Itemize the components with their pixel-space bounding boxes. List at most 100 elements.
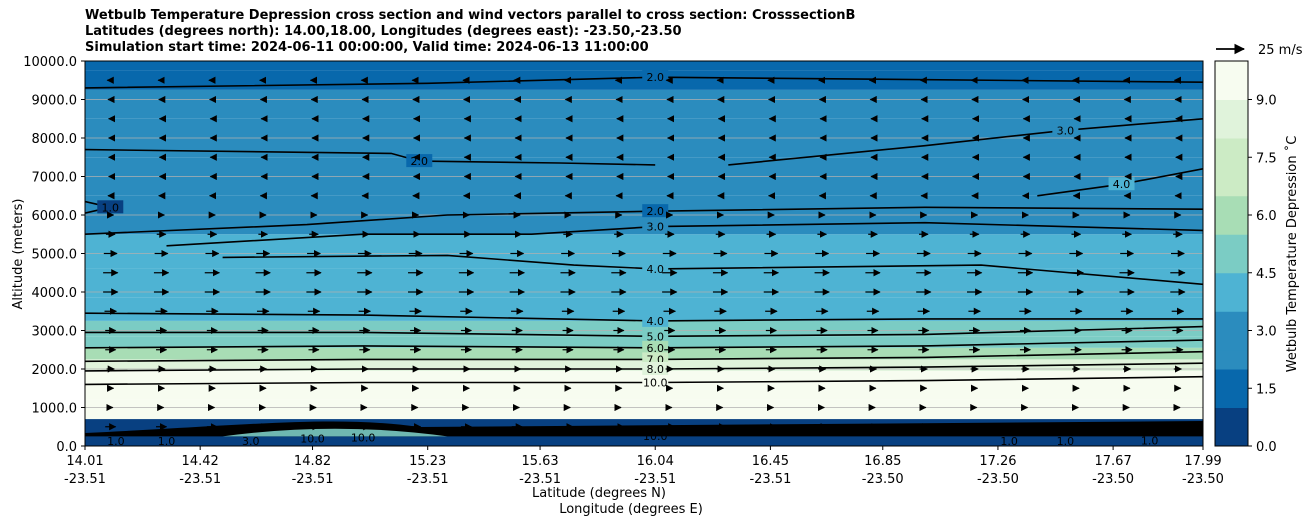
colorbar-tick-label: 1.5 bbox=[1256, 382, 1277, 397]
colorbar-segment bbox=[1215, 215, 1248, 235]
x-tick-label-latitude: 15.23 bbox=[409, 454, 446, 469]
x-tick-label-longitude: -23.50 bbox=[1092, 472, 1134, 487]
contour-label: 2.0 bbox=[411, 155, 429, 168]
x-tick-label-longitude: -23.50 bbox=[1182, 472, 1224, 487]
y-tick-label: 0.0 bbox=[56, 440, 77, 455]
contour-label-bg bbox=[642, 375, 669, 389]
colorbar-segment bbox=[1215, 292, 1248, 312]
x-axis: 14.01 -23.51 14.42 -23.51 14.82 -23.51 15.23 -2… bbox=[64, 446, 1224, 487]
y-tick-label: 7000.0 bbox=[32, 171, 78, 186]
x-tick-label-longitude: -23.51 bbox=[179, 472, 221, 487]
x-tick-label-latitude: 17.67 bbox=[1095, 454, 1132, 469]
colorbar-segment bbox=[1215, 118, 1248, 139]
x-tick-label-latitude: 16.85 bbox=[864, 454, 901, 469]
x-tick-label-latitude: 17.99 bbox=[1184, 454, 1221, 469]
colorbar-segment bbox=[1215, 195, 1248, 216]
contour-label: 4.0 bbox=[1113, 178, 1131, 191]
wind-key: 25 m/s bbox=[1216, 43, 1303, 58]
colorbar-segment bbox=[1215, 311, 1248, 331]
x-tick-label-longitude: -23.50 bbox=[977, 472, 1019, 487]
x-tick-label-longitude: -23.51 bbox=[407, 472, 449, 487]
colorbar-tick-label: 0.0 bbox=[1256, 440, 1277, 455]
surface-contour-label: 10.0 bbox=[351, 431, 376, 444]
contour-label: 4.0 bbox=[646, 315, 664, 328]
colorbar: 0.0 1.5 3.0 4.5 6.0 7.5 9.0 bbox=[1214, 60, 1277, 455]
colorbar-segment bbox=[1215, 349, 1248, 370]
contour-label-bg bbox=[642, 261, 669, 275]
depression-band bbox=[85, 434, 1203, 446]
depression-band bbox=[85, 61, 1203, 71]
contour-label: 5.0 bbox=[646, 330, 664, 343]
contour-label-bg bbox=[642, 340, 669, 354]
contour-label: 3.0 bbox=[646, 221, 664, 234]
surface-pocket bbox=[222, 428, 448, 437]
colorbar-segment bbox=[1215, 330, 1248, 351]
colorbar-tick-label: 3.0 bbox=[1256, 325, 1277, 340]
contour-label-bg bbox=[1052, 123, 1079, 137]
x-tick-label-longitude: -23.51 bbox=[634, 472, 676, 487]
contour-label: 2.0 bbox=[646, 205, 664, 218]
colorbar-segment bbox=[1215, 80, 1248, 100]
x-tick-label-longitude: -23.51 bbox=[749, 472, 791, 487]
y-tick-label: 1000.0 bbox=[32, 402, 78, 417]
chart-title-line-3: Simulation start time: 2024-06-11 00:00:… bbox=[85, 40, 649, 55]
x-tick-label-latitude: 16.04 bbox=[637, 454, 674, 469]
x-tick-label-longitude: -23.50 bbox=[862, 472, 904, 487]
surface-contour-label: 1.0 bbox=[158, 435, 176, 448]
contour-label-bg bbox=[642, 329, 669, 343]
contour-line bbox=[85, 76, 1203, 89]
y-tick-label: 5000.0 bbox=[32, 248, 78, 263]
x-tick-label-latitude: 14.82 bbox=[294, 454, 331, 469]
contour-label: 3.0 bbox=[1057, 124, 1075, 137]
colorbar-segment bbox=[1215, 176, 1248, 197]
contour-label-bg bbox=[1108, 177, 1135, 191]
contour-label: 6.0 bbox=[646, 342, 664, 355]
colorbar-segment bbox=[1215, 61, 1248, 81]
surface-contour-label: 1.0 bbox=[107, 435, 125, 448]
x-tick-label-longitude: -23.51 bbox=[519, 472, 561, 487]
y-tick-label: 6000.0 bbox=[32, 209, 78, 224]
x-tick-label-longitude: -23.51 bbox=[292, 472, 334, 487]
chart-title-line-2: Latitudes (degrees north): 14.00,18.00, … bbox=[85, 24, 682, 39]
contour-line bbox=[166, 221, 1203, 247]
contour-label: 10.0 bbox=[643, 376, 668, 389]
colorbar-tick-label: 7.5 bbox=[1256, 151, 1277, 166]
y-tick-label: 10000.0 bbox=[23, 55, 77, 70]
y-tick-label: 3000.0 bbox=[32, 325, 78, 340]
contour-label-bg bbox=[642, 313, 669, 327]
x-axis-label-latitude: Latitude (degrees N) bbox=[532, 486, 666, 501]
contour-line bbox=[222, 254, 1203, 286]
contour-label-bg bbox=[642, 70, 669, 84]
colorbar-segment bbox=[1215, 157, 1248, 177]
surface-contour-label: 10.0 bbox=[643, 430, 668, 443]
y-axis-label: Altitude (meters) bbox=[11, 199, 26, 310]
colorbar-segment bbox=[1215, 234, 1248, 254]
surface-contour-label: 1.0 bbox=[1141, 434, 1159, 447]
colorbar-tick-label: 9.0 bbox=[1256, 94, 1277, 109]
colorbar-frame bbox=[1214, 60, 1249, 447]
colorbar-segment bbox=[1215, 272, 1248, 293]
surface-contour-label: 1.0 bbox=[1000, 435, 1018, 448]
surface-contour-label: 10.0 bbox=[300, 433, 325, 446]
surface-contour-label: 3.0 bbox=[242, 435, 260, 448]
x-tick-label-latitude: 14.42 bbox=[182, 454, 219, 469]
colorbar-tick-label: 6.0 bbox=[1256, 209, 1277, 224]
colorbar-segment bbox=[1215, 253, 1248, 274]
colorbar-segment bbox=[1215, 99, 1248, 120]
y-tick-label: 2000.0 bbox=[32, 363, 78, 378]
depression-band bbox=[85, 399, 1203, 420]
x-tick-label-longitude: -23.51 bbox=[64, 472, 106, 487]
x-tick-label-latitude: 17.26 bbox=[979, 454, 1016, 469]
contour-label-bg bbox=[642, 362, 669, 375]
contour-label: 4.0 bbox=[646, 263, 664, 276]
depression-band bbox=[85, 89, 1203, 119]
colorbar-segment bbox=[1215, 407, 1248, 428]
colorbar-segment bbox=[1215, 138, 1248, 158]
wind-key-label: 25 m/s bbox=[1258, 43, 1303, 58]
colorbar-segment bbox=[1215, 426, 1248, 447]
y-tick-label: 9000.0 bbox=[32, 94, 78, 109]
contour-label-bg bbox=[97, 200, 124, 214]
contour-label-bg bbox=[642, 204, 669, 218]
colorbar-label: Wetbulb Temperature Depression ˚C bbox=[1284, 136, 1300, 373]
